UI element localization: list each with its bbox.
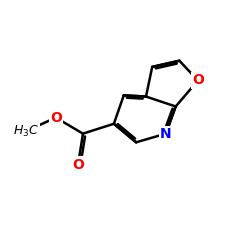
Text: O: O bbox=[192, 74, 204, 88]
Text: O: O bbox=[50, 110, 62, 124]
Text: $H_3C$: $H_3C$ bbox=[13, 124, 39, 139]
Text: N: N bbox=[160, 127, 172, 141]
Text: O: O bbox=[72, 158, 84, 172]
